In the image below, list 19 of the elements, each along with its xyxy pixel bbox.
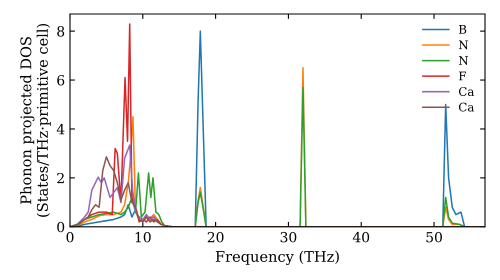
y-tick-label: 8: [57, 26, 64, 37]
x-tick-label: 10: [136, 232, 151, 242]
legend-label: F: [458, 72, 466, 80]
x-tick-label: 30: [280, 232, 296, 242]
y-tick-label: 2: [57, 172, 64, 184]
legend-label: B: [458, 24, 466, 34]
legend-label: N: [458, 56, 468, 65]
legend-label: Ca: [458, 102, 474, 112]
legend-label: Ca: [458, 87, 474, 96]
y-tick-label: 4: [56, 124, 64, 134]
x-axis-title: Frequency (THz): [216, 250, 339, 265]
legend-label: N: [458, 40, 468, 50]
y-tick-label: 6: [57, 75, 64, 86]
x-tick-label: 50: [426, 232, 442, 242]
y-axis-title: Phonon projected DOS (States/THz·primitive cell): [20, 24, 51, 217]
x-tick-label: 20: [208, 232, 224, 242]
x-tick-label: 40: [352, 232, 370, 242]
y-tick-label: 0: [57, 222, 64, 232]
x-tick-label: 0: [66, 232, 74, 242]
